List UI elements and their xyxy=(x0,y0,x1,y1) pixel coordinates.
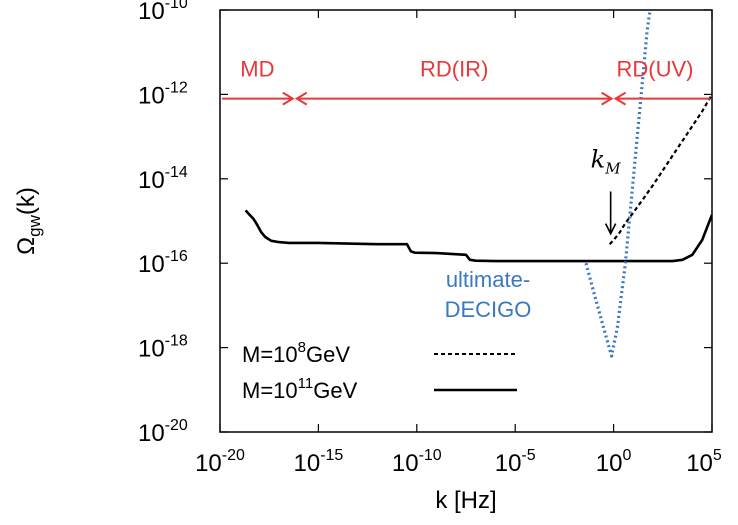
y-tick-label: 10-20 xyxy=(138,417,188,447)
y-tick-label: 10-16 xyxy=(138,248,188,278)
x-axis-tick-labels: 10-20 10-15 10-10 10-5 100 105 xyxy=(195,447,722,477)
x-tick-label: 10-5 xyxy=(495,447,536,477)
region-annotations: MD RD(IR) RD(UV) xyxy=(222,57,710,106)
x-tick-label: 10-15 xyxy=(293,447,343,477)
km-annotation: kM xyxy=(591,145,622,236)
y-tick-label: 10-14 xyxy=(138,164,188,194)
x-axis-label: k [Hz] xyxy=(435,487,496,514)
region-arrow-right xyxy=(282,91,295,106)
region-label: MD xyxy=(240,57,274,82)
y-tick-label: 10-12 xyxy=(138,79,188,109)
series-line-1 xyxy=(244,209,712,263)
decigo-label: ultimate- DECIGO xyxy=(445,267,532,322)
y-tick-label: 10-18 xyxy=(138,333,188,363)
series-layer xyxy=(244,10,712,358)
y-axis-label: Ωgw(k) xyxy=(13,187,44,255)
km-arrow-head xyxy=(604,223,617,236)
region-label: RD(IR) xyxy=(420,57,488,82)
series-line-2 xyxy=(584,10,652,358)
legend: M=108GeV M=1011GeV xyxy=(242,339,517,403)
decigo-label-line: DECIGO xyxy=(445,297,532,322)
series-line-0 xyxy=(608,93,712,245)
decigo-label-line: ultimate- xyxy=(446,267,530,292)
legend-label: M=1011GeV xyxy=(242,375,358,403)
y-axis-tick-labels: 10-20 10-18 10-16 10-14 10-12 10-10 xyxy=(138,0,188,447)
region-arrow-right xyxy=(601,91,614,106)
legend-label: M=108GeV xyxy=(242,339,350,367)
region-label: RD(UV) xyxy=(617,57,694,82)
x-tick-label: 10-20 xyxy=(195,447,245,477)
x-tick-label: 100 xyxy=(596,447,632,477)
region-arrow-left xyxy=(294,91,308,106)
x-tick-label: 10-10 xyxy=(392,447,442,477)
x-tick-label: 105 xyxy=(686,447,722,477)
y-tick-label: 10-10 xyxy=(138,0,188,25)
plot-frame xyxy=(219,9,713,433)
region-arrow-left xyxy=(613,91,627,106)
km-label: kM xyxy=(591,145,622,177)
